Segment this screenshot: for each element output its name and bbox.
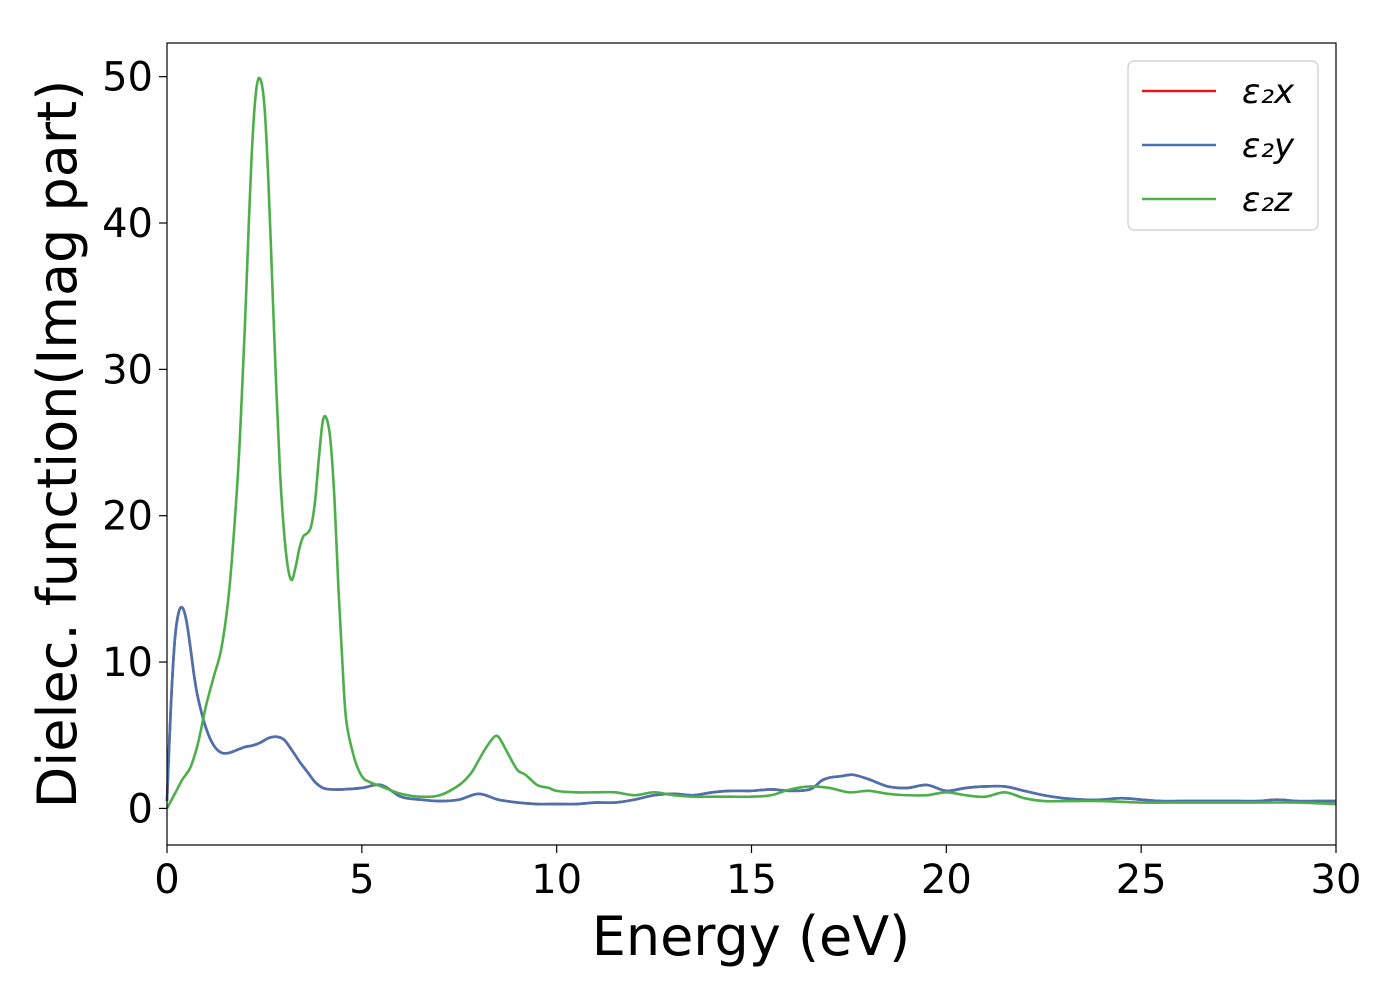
legend-label: ε₂x bbox=[1242, 72, 1295, 112]
x-tick-label: 15 bbox=[726, 857, 777, 903]
series-line-2 bbox=[165, 605, 1337, 806]
x-tick-label: 25 bbox=[1116, 857, 1167, 903]
y-tick-label: 50 bbox=[102, 55, 153, 101]
x-tick-label: 0 bbox=[154, 857, 179, 903]
series-line-3 bbox=[165, 76, 1337, 810]
legend-box bbox=[1127, 60, 1319, 231]
x-axis-ticks: 0 5 10 15 20 25 30 bbox=[154, 845, 1361, 903]
y-tick-label: 0 bbox=[128, 786, 153, 832]
x-tick-label: 30 bbox=[1311, 857, 1362, 903]
x-tick-label: 20 bbox=[921, 857, 972, 903]
x-axis-label: Energy (eV) bbox=[592, 905, 911, 968]
x-tick-label: 5 bbox=[349, 857, 374, 903]
y-tick-label: 20 bbox=[102, 494, 153, 540]
y-axis-ticks: 0 10 20 30 40 50 bbox=[102, 55, 167, 832]
y-tick-label: 30 bbox=[102, 347, 153, 393]
legend-label: ε₂y bbox=[1242, 126, 1295, 166]
series-layer bbox=[165, 76, 1337, 810]
y-tick-label: 10 bbox=[102, 640, 153, 686]
legend-label: ε₂z bbox=[1242, 180, 1293, 220]
legend: ε₂x ε₂y ε₂z bbox=[1127, 60, 1319, 231]
y-axis-label: Dielec. function(Imag part) bbox=[26, 80, 89, 809]
y-tick-label: 40 bbox=[102, 201, 153, 247]
x-tick-label: 10 bbox=[531, 857, 582, 903]
